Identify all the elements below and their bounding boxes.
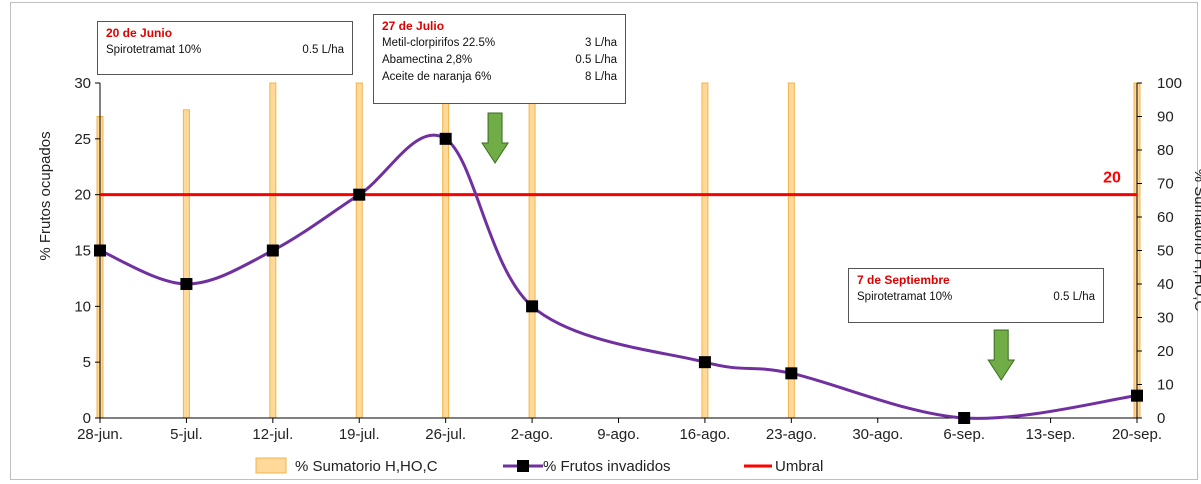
annotation-20-junio: 20 de Junio Spirotetramat 10% 0.5 L/ha (97, 21, 353, 75)
y-tick-label: 10 (74, 298, 91, 315)
y2-tick-label: 70 (1157, 176, 1174, 193)
annotation-dose: 3 L/ha (585, 37, 617, 49)
bar (355, 82, 363, 419)
y-tick-label: 20 (74, 187, 91, 204)
line-layer (94, 132, 1143, 424)
y2-tick-label: 20 (1157, 343, 1174, 360)
annotation-row: Spirotetramat 10% 0.5 L/ha (857, 289, 1095, 306)
y-tick-label: 0 (83, 410, 91, 427)
annotation-row: Metil-clorpirifos 22.5% 3 L/ha (382, 35, 617, 52)
y2-tick-label: 60 (1157, 209, 1174, 226)
annotation-dose: 0.5 L/ha (302, 44, 344, 56)
y-tick-label: 25 (74, 131, 91, 148)
y2-tick-label: 80 (1157, 142, 1174, 159)
annotation-title: 20 de Junio (106, 26, 173, 40)
axis-layer: 0 5 10 15 20 25 30 0 10 20 30 40 50 60 70 80 90 100 28-jun… (74, 75, 1182, 443)
y2-tick-label: 30 (1157, 310, 1174, 327)
annotation-product: Aceite de naranja 6% (382, 71, 492, 83)
annotation-dose: 0.5 L/ha (1053, 291, 1095, 303)
annotation-27-julio: 27 de Julio Metil-clorpirifos 22.5% 3 L/… (373, 14, 626, 104)
y2-tick-label: 90 (1157, 109, 1174, 126)
y-tick-label: 5 (83, 354, 91, 371)
y-axis-title: % Frutos ocupados (37, 131, 54, 260)
bar-layer (96, 82, 1141, 419)
line-marker (94, 244, 106, 257)
y2-tick-label: 100 (1157, 75, 1182, 92)
down-arrow (987, 329, 1016, 381)
x-tick-label: 16-ago. (679, 426, 730, 443)
line-marker (180, 278, 193, 290)
line-marker (958, 412, 971, 424)
x-tick-label: 9-ago. (597, 426, 640, 443)
annotation-title: 27 de Julio (382, 19, 445, 33)
x-tick-label: 5-jul. (170, 426, 203, 443)
annotation-row: Aceite de naranja 6% 8 L/ha (382, 69, 617, 86)
x-tick-label: 6-sep. (943, 426, 985, 443)
bar (182, 109, 190, 419)
y2-tick-label: 0 (1157, 410, 1165, 427)
legend-swatch-marker (517, 460, 529, 472)
annotation-title: 7 de Septiembre (857, 273, 950, 287)
x-tick-label: 13-sep. (1026, 426, 1076, 443)
annotation-product: Metil-clorpirifos 22.5% (382, 37, 496, 49)
annotation-row: Abamectina 2,8% 0.5 L/ha (382, 52, 617, 69)
y2-tick-label: 50 (1157, 243, 1174, 260)
line-marker (439, 132, 452, 145)
label-layer: 20 (1103, 170, 1121, 187)
annotation-product: Abamectina 2,8% (382, 54, 473, 66)
x-tick-label: 2-ago. (511, 426, 554, 443)
annotation-product: Spirotetramat 10% (857, 291, 953, 303)
y-tick-label: 15 (74, 243, 91, 260)
annotation-product: Spirotetramat 10% (106, 44, 202, 56)
arrow-layer (481, 112, 1016, 381)
legend-swatch-bars (255, 457, 287, 474)
line-marker (698, 356, 711, 369)
line-marker (526, 300, 539, 313)
y2-axis-title: % Sumatorio H,HO,C (1191, 169, 1201, 312)
legend-label-line: % Frutos invadidos (543, 458, 671, 475)
line-marker (785, 367, 798, 380)
y2-tick-label: 10 (1157, 377, 1174, 394)
legend: % Sumatorio H,HO,C % Frutos invadidos Um… (255, 457, 823, 475)
bar (528, 82, 536, 419)
x-tick-label: 28-jun. (77, 426, 123, 443)
line-marker (1131, 389, 1143, 402)
line-marker (266, 244, 279, 257)
down-arrow (481, 112, 509, 164)
x-tick-label: 12-jul. (252, 426, 293, 443)
annotation-dose: 8 L/ha (585, 71, 617, 83)
legend-label-bars: % Sumatorio H,HO,C (295, 458, 438, 475)
y-tick-label: 30 (74, 75, 91, 92)
annotation-dose: 0.5 L/ha (575, 54, 617, 66)
line-marker (353, 188, 366, 201)
x-tick-label: 30-ago. (852, 426, 903, 443)
x-tick-label: 26-jul. (425, 426, 466, 443)
legend-label-threshold: Umbral (775, 458, 823, 475)
threshold-label: 20 (1103, 170, 1121, 187)
annotation-row: Spirotetramat 10% 0.5 L/ha (106, 42, 344, 59)
x-tick-label: 23-ago. (766, 426, 817, 443)
x-tick-label: 20-sep. (1112, 426, 1162, 443)
series-line (99, 133, 1138, 420)
y2-tick-label: 40 (1157, 276, 1174, 293)
annotation-7-septiembre: 7 de Septiembre Spirotetramat 10% 0.5 L/… (848, 268, 1104, 323)
x-tick-label: 19-jul. (339, 426, 380, 443)
